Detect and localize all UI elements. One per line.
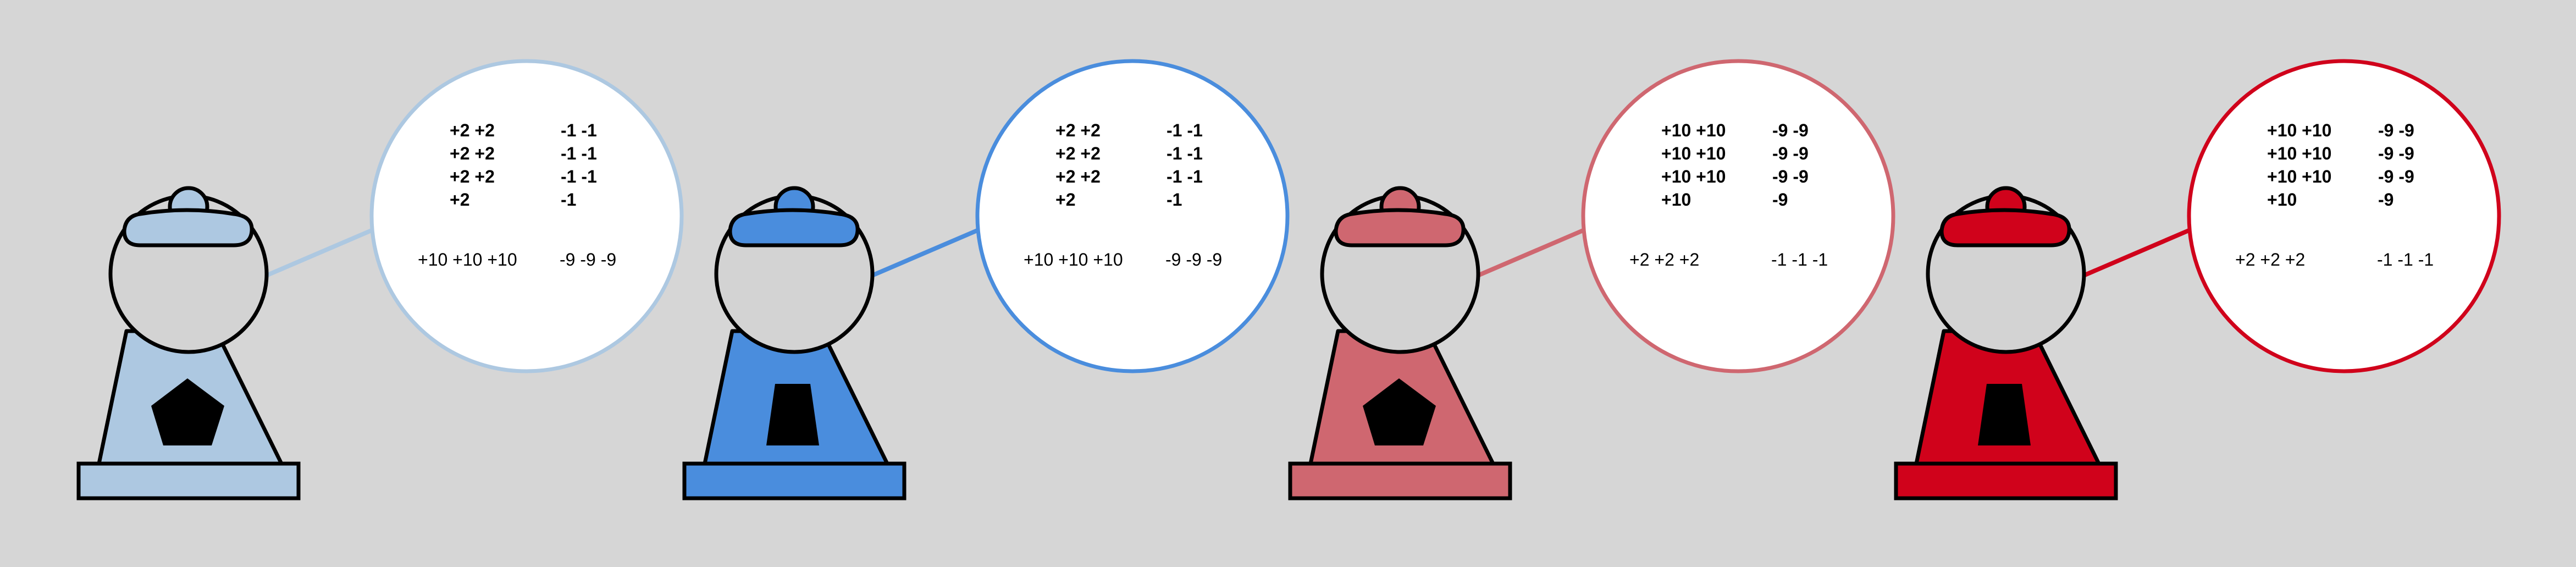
bold-right-value: -9	[2378, 190, 2393, 210]
machine-lid	[1334, 208, 1466, 247]
bold-right-value: -1	[561, 190, 576, 210]
bold-left-value: +2	[450, 190, 469, 210]
plain-left-value: +2 +2 +2	[1629, 250, 1699, 269]
bold-right-value: -9 -9	[2378, 120, 2414, 140]
bold-left-value: +2 +2	[1055, 167, 1101, 186]
thought-bubble	[975, 59, 1290, 373]
bold-right-value: -1 -1	[561, 144, 597, 163]
coin-slot-trapezoid-icon	[1978, 384, 2031, 445]
coin-slot-trapezoid-icon	[766, 384, 819, 445]
machine-base	[1288, 461, 1512, 500]
plain-right-value: -9 -9 -9	[1165, 250, 1222, 269]
plain-right-value: -9 -9 -9	[560, 250, 616, 269]
bold-right-value: -9 -9	[2378, 167, 2414, 186]
coin-slot-pentagon-icon	[1363, 378, 1436, 445]
machine-base	[682, 461, 906, 500]
bold-right-value: -1 -1	[1167, 167, 1203, 186]
bold-right-value: -1 -1	[561, 120, 597, 140]
bold-right-value: -9	[1772, 190, 1788, 210]
machine-light-red: +10 +10 +10 +10 +10 +10 +10 -9 -9 -9 -9 -9 -9 -…	[1288, 59, 1895, 500]
bold-left-value: +2	[1055, 190, 1075, 210]
bold-left-value: +10 +10	[1661, 144, 1726, 163]
bold-left-value: +10 +10	[1661, 167, 1726, 186]
machine-lid	[122, 208, 254, 247]
bold-left-value: +2 +2	[1055, 120, 1101, 140]
bold-left-value: +10	[2267, 190, 2297, 210]
coin-slot-pentagon-icon	[151, 378, 224, 445]
machine-lid	[728, 208, 860, 247]
bold-right-value: -9 -9	[2378, 144, 2414, 163]
machine-blue: +2 +2 +2 +2 +2 +2 +2 -1 -1 -1 -1 -1 -1 -1 +10 +1…	[682, 59, 1290, 500]
bold-left-value: +10 +10	[2267, 144, 2331, 163]
bold-left-value: +10 +10	[2267, 120, 2331, 140]
plain-left-value: +2 +2 +2	[2235, 250, 2305, 269]
plain-left-value: +10 +10 +10	[418, 250, 517, 269]
bold-left-value: +2 +2	[1055, 144, 1101, 163]
bold-right-value: -9 -9	[1772, 167, 1809, 186]
bold-left-value: +10	[1661, 190, 1691, 210]
machine-red: +10 +10 +10 +10 +10 +10 +10 -9 -9 -9 -9 -9 -9 -…	[1894, 59, 2501, 500]
bold-right-value: -9 -9	[1772, 144, 1809, 163]
thought-bubble	[369, 59, 684, 373]
bold-right-value: -1 -1	[561, 167, 597, 186]
bold-left-value: +2 +2	[450, 167, 495, 186]
thought-bubble	[2187, 59, 2501, 373]
bold-left-value: +10 +10	[2267, 167, 2331, 186]
plain-right-value: -1 -1 -1	[1771, 250, 1828, 269]
bold-right-value: -1	[1167, 190, 1182, 210]
machine-light-blue: +2 +2 +2 +2 +2 +2 +2 -1 -1 -1 -1 -1 -1 -1 +10 +1…	[76, 59, 684, 500]
bold-right-value: -1 -1	[1167, 144, 1203, 163]
machine-base	[1894, 461, 2118, 500]
thought-bubble	[1581, 59, 1895, 373]
bold-right-value: -9 -9	[1772, 120, 1809, 140]
plain-right-value: -1 -1 -1	[2377, 250, 2434, 269]
bold-left-value: +2 +2	[450, 120, 495, 140]
machine-base	[76, 461, 301, 500]
machine-lid	[1939, 208, 2071, 247]
bold-right-value: -1 -1	[1167, 120, 1203, 140]
bold-left-value: +2 +2	[450, 144, 495, 163]
plain-left-value: +10 +10 +10	[1024, 250, 1123, 269]
bold-left-value: +10 +10	[1661, 120, 1726, 140]
